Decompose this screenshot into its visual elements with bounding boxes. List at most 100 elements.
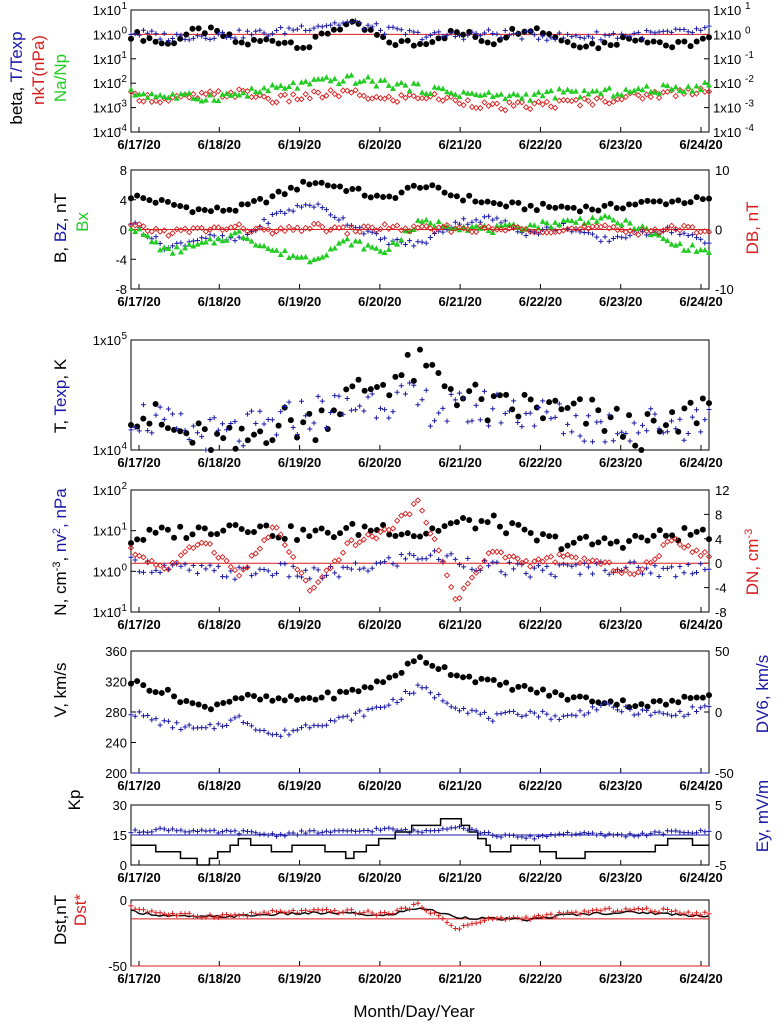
data-point xyxy=(461,705,467,711)
data-point xyxy=(631,571,638,578)
data-point xyxy=(250,528,257,535)
data-point xyxy=(569,563,575,569)
data-point xyxy=(226,522,233,529)
data-point xyxy=(506,408,512,414)
data-point xyxy=(357,708,363,714)
data-point xyxy=(576,102,584,109)
x-tick-label: 6/19/20 xyxy=(278,778,321,793)
data-point xyxy=(367,194,374,201)
data-point xyxy=(635,92,642,99)
data-point xyxy=(493,92,500,98)
data-point xyxy=(311,565,317,571)
data-point xyxy=(307,909,313,915)
data-point xyxy=(377,528,384,536)
data-point xyxy=(189,209,196,216)
data-point xyxy=(332,570,338,576)
data-point xyxy=(394,389,400,395)
data-point xyxy=(323,572,329,578)
data-point xyxy=(173,559,180,566)
data-point xyxy=(353,407,359,413)
data-point xyxy=(598,238,604,244)
y-tick-label: 4 xyxy=(120,193,127,208)
data-point xyxy=(360,92,367,99)
data-point xyxy=(337,183,344,190)
ylabel-v: V, km/s xyxy=(51,662,70,717)
data-point xyxy=(398,27,404,33)
data-point xyxy=(585,33,591,39)
data-point xyxy=(240,566,247,573)
data-point xyxy=(477,564,484,571)
data-point xyxy=(257,428,264,435)
data-point xyxy=(198,224,205,232)
data-point xyxy=(161,227,168,234)
data-point xyxy=(186,543,193,551)
data-point xyxy=(248,552,255,559)
data-point xyxy=(597,215,604,221)
data-point xyxy=(312,527,319,534)
data-point xyxy=(410,182,417,189)
data-point xyxy=(519,834,525,840)
data-point xyxy=(435,184,442,191)
data-point xyxy=(220,33,227,40)
data-point xyxy=(348,907,354,913)
data-point xyxy=(198,89,205,96)
data-point xyxy=(158,40,165,47)
data-point xyxy=(369,391,375,397)
data-point xyxy=(398,669,405,676)
data-point xyxy=(275,695,282,702)
data-point xyxy=(635,906,641,912)
data-point xyxy=(706,828,712,834)
data-point xyxy=(244,201,251,208)
y-tick-label: 8 xyxy=(120,163,127,178)
data-point xyxy=(448,89,455,96)
data-point xyxy=(303,907,309,913)
data-point xyxy=(672,92,679,100)
data-point xyxy=(698,561,704,567)
data-point xyxy=(382,559,388,565)
data-point xyxy=(340,714,346,720)
data-point xyxy=(701,246,708,253)
data-point xyxy=(615,707,621,713)
data-point xyxy=(214,27,221,34)
data-point xyxy=(564,204,571,211)
data-point xyxy=(278,908,284,914)
data-point xyxy=(627,706,633,712)
data-point xyxy=(444,826,450,832)
x-tick-label: 6/20/20 xyxy=(358,294,401,309)
data-point xyxy=(606,32,612,38)
data-point xyxy=(441,664,448,671)
data-point xyxy=(469,707,475,713)
x-tick-label: 6/21/20 xyxy=(438,455,481,470)
data-point xyxy=(183,534,190,541)
data-point xyxy=(402,689,408,695)
data-point xyxy=(669,418,675,424)
data-point xyxy=(282,910,288,916)
right-tick-label: 0 xyxy=(715,828,722,843)
data-point xyxy=(460,31,467,38)
data-point xyxy=(681,38,688,45)
data-point xyxy=(382,826,388,832)
data-point xyxy=(132,424,138,430)
right-tick-label: 8 xyxy=(715,507,722,522)
data-point xyxy=(165,566,171,572)
data-point xyxy=(693,248,700,254)
data-point xyxy=(128,680,134,687)
data-point xyxy=(531,914,537,920)
data-point xyxy=(294,696,301,703)
data-point xyxy=(386,193,393,200)
data-point xyxy=(186,37,192,43)
data-point xyxy=(157,825,163,831)
ylabel-t: T, Texp, K xyxy=(51,358,70,433)
data-point xyxy=(344,396,350,402)
data-point xyxy=(186,910,192,916)
data-point xyxy=(144,227,151,235)
data-point xyxy=(373,192,380,199)
data-point xyxy=(369,244,376,250)
data-point xyxy=(327,226,334,233)
data-point xyxy=(278,831,284,837)
data-point xyxy=(349,520,356,527)
data-point xyxy=(182,244,189,251)
data-point xyxy=(511,31,517,37)
data-point xyxy=(211,549,218,556)
data-point xyxy=(219,829,225,835)
